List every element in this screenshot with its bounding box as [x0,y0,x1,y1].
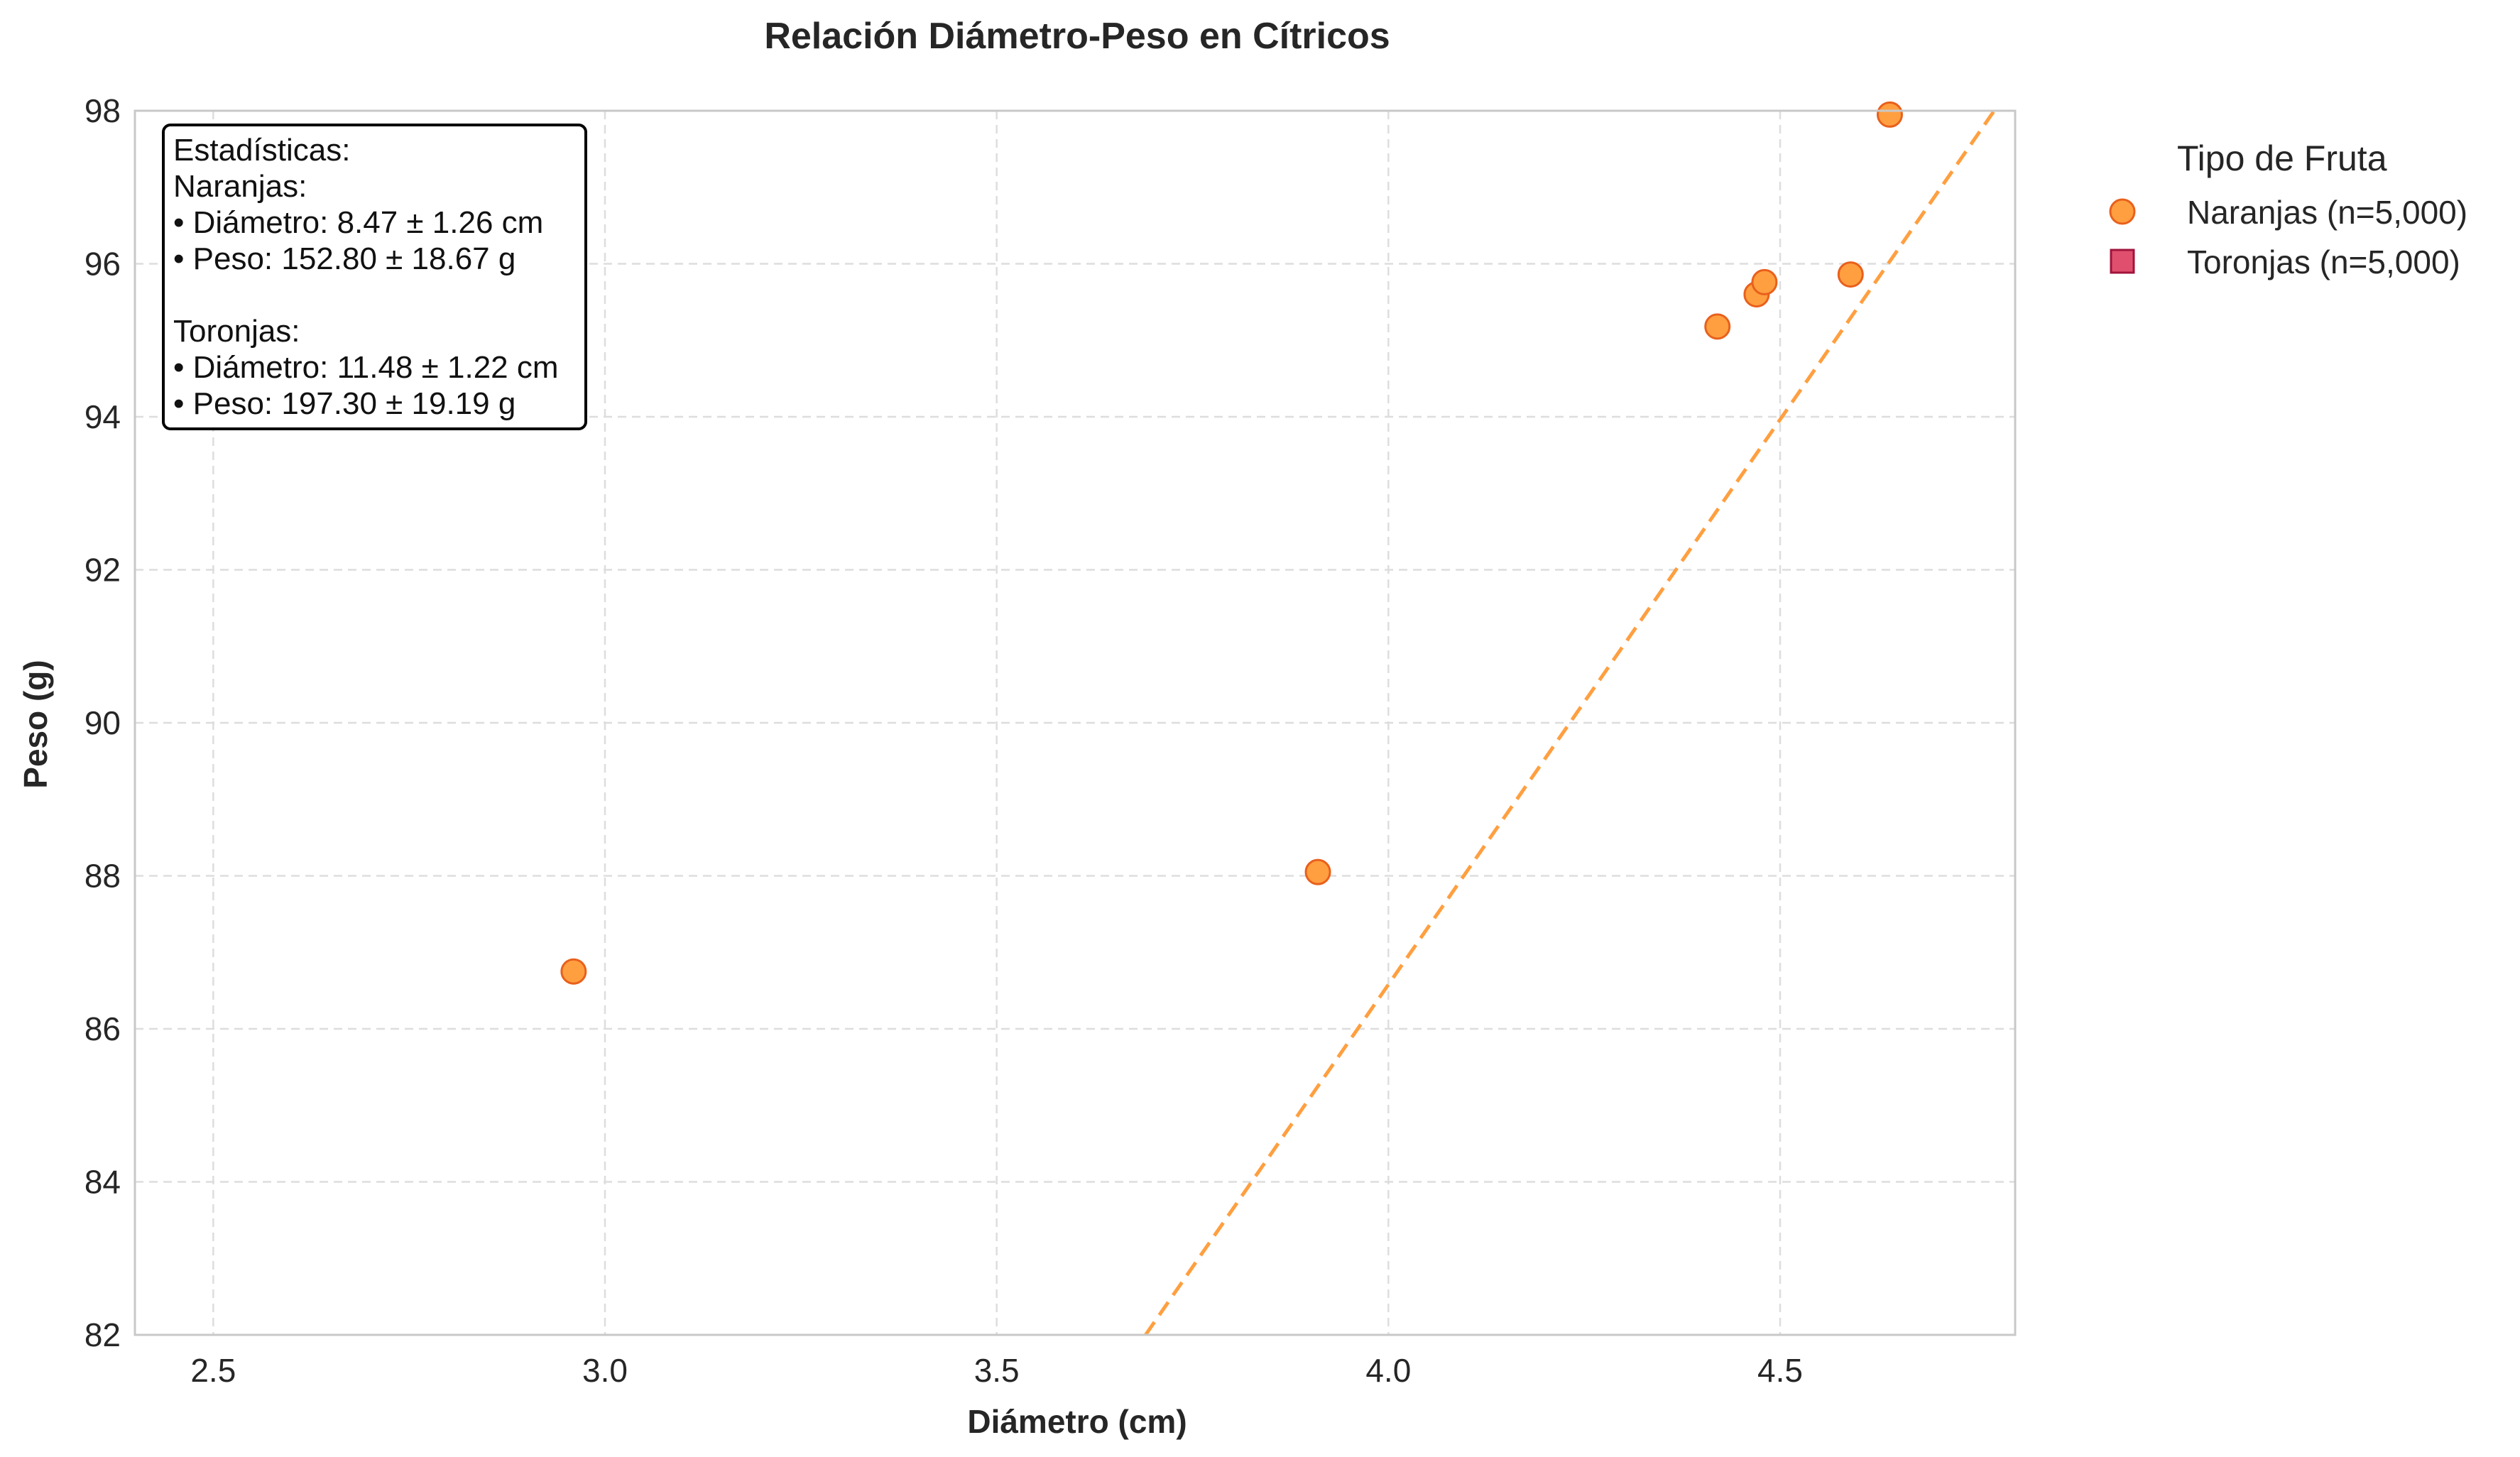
plot-frame [133,109,2017,1336]
y-axis-label: Peso (g) [17,660,54,788]
data-points [560,101,1903,985]
y-tick-label: 84 [84,1164,121,1201]
legend-title: Tipo de Fruta [2177,138,2387,178]
trendline [1144,111,1997,1335]
x-tick-label: 4.5 [1757,1352,1803,1389]
stats-box [162,124,587,430]
data-point [1704,313,1731,340]
legend: Tipo de Fruta Naranjas (n=5,000) Toronjas… [2109,138,2467,280]
y-tick-label: 90 [84,704,121,741]
y-tick-label: 86 [84,1010,121,1047]
y-tick-label: 98 [84,92,121,129]
legend-marker-circle [2109,198,2136,225]
x-tick-label: 2.5 [190,1352,236,1389]
legend-marker-square [2110,249,2135,274]
stats-line: Estadísticas: [173,133,350,168]
stats-line: • Peso: 152.80 ± 18.67 g [173,241,516,276]
chart-title: Relación Diámetro-Peso en Cítricos [764,16,1390,57]
data-point [1751,268,1778,295]
y-tick-label: 88 [84,858,121,895]
data-point [560,958,587,985]
y-tick-label: 92 [84,552,121,589]
legend-entries: Naranjas (n=5,000) Toronjas (n=5,000) [2109,194,2467,280]
data-point [1876,101,1903,128]
x-axis-label: Diámetro (cm) [967,1403,1187,1440]
trendlines [1144,111,1997,1335]
stats-text: Estadísticas:Naranjas:• Diámetro: 8.47 ±… [173,133,559,421]
y-tick-label: 94 [84,398,121,435]
stats-line: Naranjas: [173,169,307,204]
stats-line: • Diámetro: 8.47 ± 1.26 cm [173,205,543,240]
stats-annotation: Estadísticas:Naranjas:• Diámetro: 8.47 ±… [162,124,587,430]
y-tick-label: 96 [84,246,121,283]
x-tick-label: 4.0 [1365,1352,1411,1389]
data-point [1837,261,1864,288]
y-tick-label: 82 [84,1316,121,1353]
legend-label: Naranjas (n=5,000) [2187,194,2467,231]
y-axis-ticks: 82 84 86 88 90 92 94 96 98 [84,92,121,1353]
x-tick-label: 3.0 [582,1352,628,1389]
data-point [1304,858,1331,885]
x-axis-ticks: 2.5 3.0 3.5 4.0 4.5 [190,1352,1803,1389]
x-tick-label: 3.5 [974,1352,1020,1389]
stats-line: • Peso: 197.30 ± 19.19 g [173,386,516,421]
stats-line: Toronjas: [173,314,300,349]
legend-label: Toronjas (n=5,000) [2187,244,2460,280]
stats-line: • Diámetro: 11.48 ± 1.22 cm [173,350,559,385]
